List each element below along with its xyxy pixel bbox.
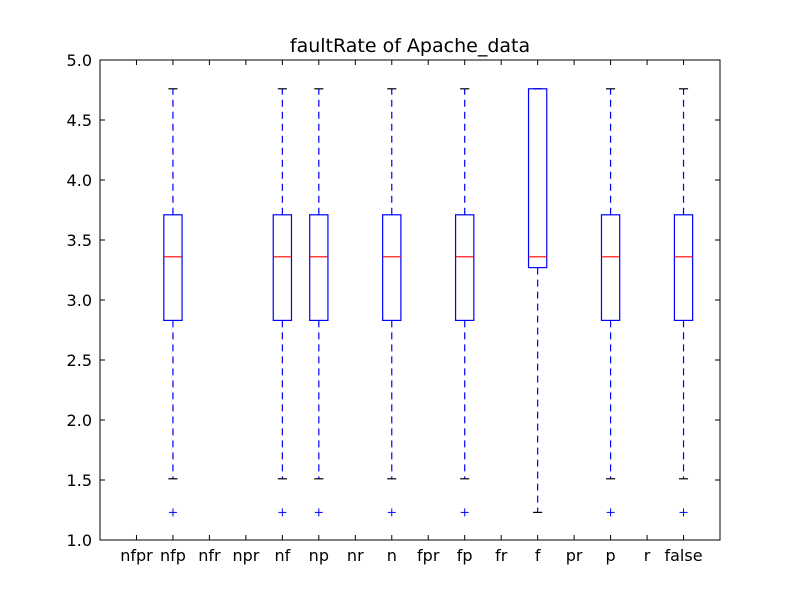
- x-tick-label: r: [644, 546, 651, 565]
- box-f: [527, 88, 548, 514]
- x-tick-label: nfpr: [120, 546, 153, 565]
- box-n: [382, 88, 402, 517]
- iqr-box: [163, 214, 183, 322]
- x-tick-label: f: [535, 546, 541, 565]
- x-tick-label: p: [606, 546, 616, 565]
- y-tick-label: 2.0: [67, 411, 92, 430]
- plot-frame: [99, 59, 721, 541]
- outlier-point: [606, 508, 615, 517]
- chart-title: faultRate of Apache_data: [290, 35, 530, 57]
- x-tick-label: pr: [566, 546, 583, 565]
- box-np: [309, 88, 329, 517]
- box-series: [163, 88, 694, 517]
- iqr-box: [382, 214, 402, 322]
- x-tick-label: nr: [347, 546, 364, 565]
- x-tick-label: nf: [274, 546, 290, 565]
- x-tick-label: npr: [232, 546, 259, 565]
- box-fp: [454, 88, 475, 517]
- x-tick-label: fp: [457, 546, 473, 565]
- y-tick-label: 3.0: [67, 291, 92, 310]
- box-nf: [272, 88, 293, 517]
- y-tick-label: 1.0: [67, 531, 92, 550]
- outlier-point: [314, 508, 323, 517]
- iqr-box: [309, 214, 329, 322]
- outlier-point: [278, 508, 287, 517]
- x-tick-label: fpr: [417, 546, 440, 565]
- iqr-box: [454, 214, 475, 322]
- x-tick-label: nfp: [160, 546, 186, 565]
- y-tick-label: 1.5: [67, 471, 92, 490]
- x-tick-label: fr: [495, 546, 508, 565]
- y-tick-label: 4.0: [67, 171, 92, 190]
- y-tick-label: 4.5: [67, 111, 92, 130]
- iqr-box: [527, 88, 548, 269]
- x-tick-label: false: [664, 546, 702, 565]
- x-tick-label: np: [309, 546, 329, 565]
- box-nfp: [163, 88, 183, 517]
- y-tick-label: 5.0: [67, 51, 92, 70]
- outlier-point: [168, 508, 177, 517]
- outlier-point: [679, 508, 688, 517]
- x-tick-label: nfr: [198, 546, 221, 565]
- iqr-box: [272, 214, 293, 322]
- outlier-point: [387, 508, 396, 517]
- y-tick-label: 3.5: [67, 231, 92, 250]
- box-false: [673, 88, 694, 517]
- y-tick-label: 2.5: [67, 351, 92, 370]
- x-tick-label: n: [387, 546, 397, 565]
- iqr-box: [673, 214, 694, 322]
- outlier-point: [460, 508, 469, 517]
- iqr-box: [600, 214, 621, 322]
- box-p: [600, 88, 621, 517]
